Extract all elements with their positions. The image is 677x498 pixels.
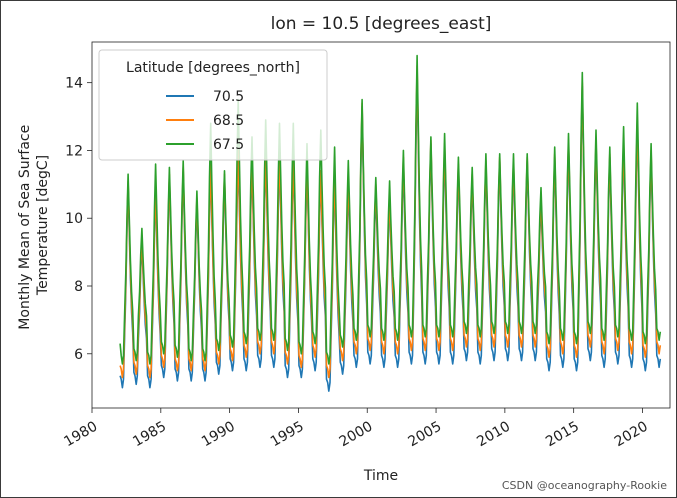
x-tick-label: 2010: [474, 419, 513, 451]
legend-label-70.5: 70.5: [213, 89, 244, 105]
x-axis-label: Time: [363, 468, 398, 484]
legend-entries: 70.5 68.5 67.5: [166, 89, 244, 153]
y-axis-label-line-1: Monthly Mean of Sea Surface: [17, 125, 33, 330]
x-tick-label: 1995: [268, 419, 307, 451]
legend-label-67.5: 67.5: [213, 137, 244, 153]
y-tick-label: 14: [65, 76, 83, 92]
x-tick-label: 1985: [130, 419, 169, 451]
y-tick-label: 6: [74, 347, 83, 363]
y-tick-label: 12: [65, 143, 83, 159]
x-tick-label: 2020: [612, 419, 651, 451]
legend-box: [98, 49, 328, 161]
y-axis-label: Monthly Mean of Sea Surface Temperature …: [17, 120, 51, 329]
x-tick-label: 1980: [61, 419, 100, 451]
y-axis: 6 8 10 12 14: [65, 76, 92, 363]
chart-title: lon = 10.5 [degrees_east]: [271, 14, 492, 34]
watermark-text: CSDN @oceanography-Rookie: [501, 479, 667, 492]
y-axis-label-line-2: Temperature [degC]: [35, 155, 51, 296]
legend-label-68.5: 68.5: [213, 113, 244, 129]
y-tick-label: 8: [74, 279, 83, 295]
legend-title: Latitude [degrees_north]: [126, 60, 300, 76]
legend: Latitude [degrees_north] 70.5 68.5 67.5: [98, 49, 328, 161]
x-tick-label: 2000: [337, 419, 376, 451]
x-tick-label: 1990: [199, 419, 238, 451]
y-tick-label: 10: [65, 211, 83, 227]
x-tick-label: 2015: [543, 419, 582, 451]
x-axis: 1980 1985 1990 1995 2000 2005 2010 2015 2020: [61, 408, 651, 451]
x-tick-label: 2005: [405, 419, 444, 451]
